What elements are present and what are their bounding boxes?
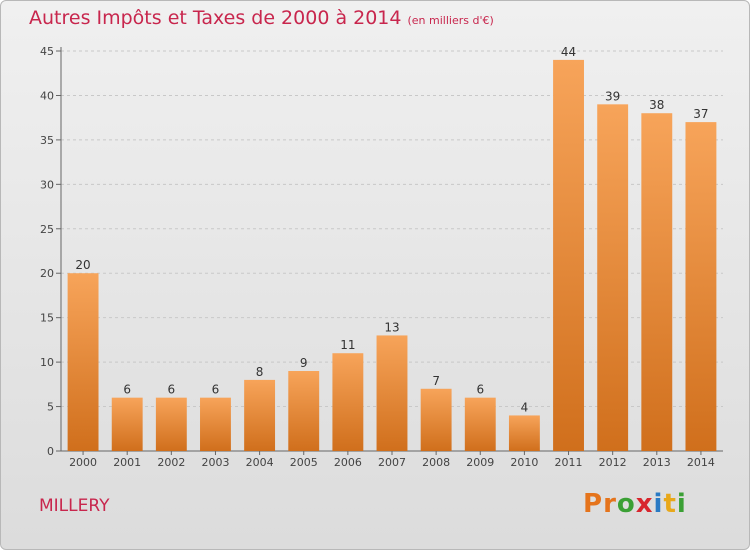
title-text: Autres Impôts et Taxes de 2000 à 2014 xyxy=(29,7,402,29)
y-tick-label: 45 xyxy=(40,45,54,58)
bar xyxy=(332,353,364,451)
bar xyxy=(288,371,320,451)
x-tick-label: 2008 xyxy=(422,456,450,469)
x-tick-label: 2000 xyxy=(69,456,97,469)
bar xyxy=(155,397,187,451)
logo-letter: x xyxy=(635,489,654,519)
bar xyxy=(641,113,673,451)
logo-letter: r xyxy=(603,489,617,519)
proxiti-logo[interactable]: Proxiti xyxy=(583,489,687,519)
bar xyxy=(553,59,584,452)
value-label: 4 xyxy=(521,400,529,414)
y-tick-label: 20 xyxy=(40,267,54,280)
logo-letter: i xyxy=(653,489,664,519)
unit-text: (en milliers d'€) xyxy=(407,14,494,27)
x-tick-label: 2012 xyxy=(599,456,627,469)
bar xyxy=(244,379,276,451)
labels: 20 2000 6 2001 6 2002 6 2003 8 2004 9 2005 11 2006 13 2… xyxy=(69,45,715,469)
value-label: 38 xyxy=(649,98,664,112)
bar xyxy=(111,397,143,451)
bar xyxy=(685,122,717,451)
value-label: 37 xyxy=(693,107,708,121)
value-label: 13 xyxy=(384,320,399,334)
logo-letter: o xyxy=(616,489,636,519)
logo-letter: i xyxy=(676,489,687,519)
value-label: 39 xyxy=(605,89,620,103)
bar xyxy=(597,104,629,451)
y-tick-label: 5 xyxy=(47,401,54,414)
value-label: 7 xyxy=(432,374,440,388)
bar xyxy=(464,397,496,451)
logo-letter: t xyxy=(663,489,677,519)
y-tick-label: 10 xyxy=(40,356,54,369)
y-tick-label: 35 xyxy=(40,134,54,147)
value-label: 6 xyxy=(212,383,220,397)
chart-title: Autres Impôts et Taxes de 2000 à 2014 (en… xyxy=(29,7,494,29)
y-tick-label: 40 xyxy=(40,89,54,102)
x-tick-label: 2009 xyxy=(466,456,494,469)
y-tick-label: 30 xyxy=(40,178,54,191)
y-tick-label: 25 xyxy=(40,223,54,236)
x-tick-label: 2004 xyxy=(246,456,274,469)
bar xyxy=(420,388,452,451)
bar xyxy=(67,273,99,451)
bar xyxy=(376,335,408,451)
x-tick-label: 2011 xyxy=(555,456,583,469)
value-label: 6 xyxy=(476,383,484,397)
x-tick-label: 2006 xyxy=(334,456,362,469)
x-tick-label: 2003 xyxy=(201,456,229,469)
x-tick-label: 2007 xyxy=(378,456,406,469)
value-label: 6 xyxy=(123,383,131,397)
value-label: 6 xyxy=(168,383,176,397)
value-label: 11 xyxy=(340,338,355,352)
y-tick-label: 15 xyxy=(40,312,54,325)
value-label: 44 xyxy=(561,45,576,59)
y-tick-label: 0 xyxy=(47,445,54,458)
bar xyxy=(508,415,540,451)
value-label: 20 xyxy=(75,258,90,272)
x-tick-label: 2002 xyxy=(157,456,185,469)
x-tick-label: 2010 xyxy=(510,456,538,469)
logo-letter: P xyxy=(583,489,604,519)
commune-name: MILLERY xyxy=(39,496,110,516)
x-tick-label: 2014 xyxy=(687,456,715,469)
value-label: 8 xyxy=(256,365,264,379)
bars xyxy=(67,59,717,452)
value-label: 9 xyxy=(300,356,308,370)
x-tick-label: 2005 xyxy=(290,456,318,469)
x-tick-label: 2013 xyxy=(643,456,671,469)
x-tick-label: 2001 xyxy=(113,456,141,469)
bar xyxy=(200,397,231,451)
